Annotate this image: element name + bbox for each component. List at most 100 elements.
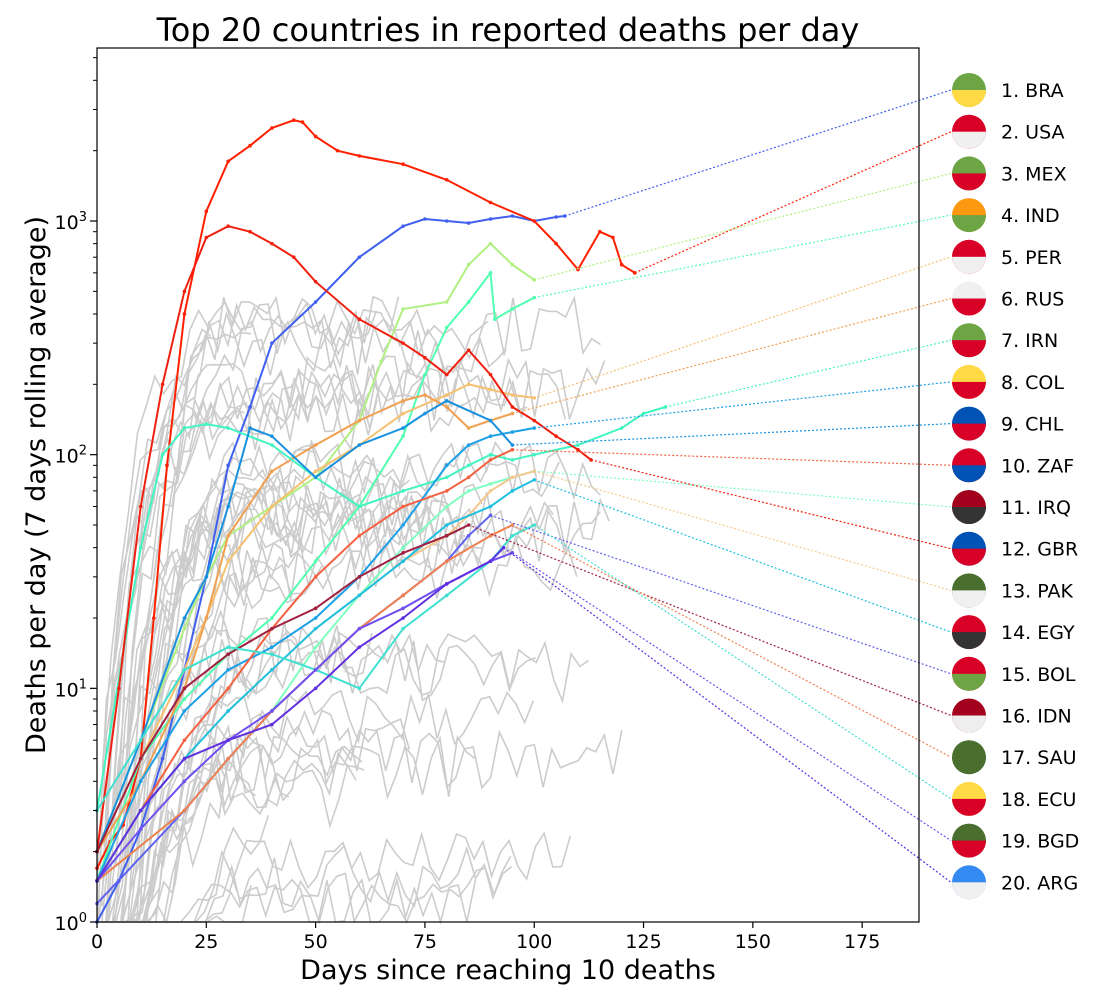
leader-line <box>490 514 952 675</box>
data-point <box>510 262 515 267</box>
data-point <box>401 307 405 311</box>
flag-mexico-icon <box>952 156 986 191</box>
data-point <box>510 533 515 538</box>
data-point <box>138 504 143 509</box>
data-point <box>488 418 493 423</box>
data-point <box>248 405 252 409</box>
data-point <box>226 652 230 656</box>
data-point <box>401 606 405 611</box>
flag-saudi-arabia-icon <box>952 740 986 775</box>
legend-label: 20. ARG <box>1001 872 1078 894</box>
flag-iran-icon <box>952 323 986 358</box>
data-point <box>160 382 165 387</box>
data-point <box>466 489 471 493</box>
data-point <box>204 422 209 427</box>
data-point <box>619 262 624 267</box>
data-point <box>226 756 230 761</box>
background-country-line <box>117 295 400 801</box>
data-point <box>291 255 296 259</box>
series-line <box>96 214 565 923</box>
data-point <box>313 645 318 649</box>
data-point <box>182 808 187 813</box>
data-point <box>226 504 230 509</box>
data-point <box>160 452 165 457</box>
background-country-line <box>112 534 578 923</box>
data-point <box>401 162 405 167</box>
flag-bolivia-icon <box>952 656 986 691</box>
leader-line <box>512 552 952 842</box>
data-point <box>182 668 187 672</box>
data-point <box>357 317 362 321</box>
flag-south-africa-icon <box>952 448 986 483</box>
legend-label: 19. BGD <box>1001 831 1079 853</box>
leader-line <box>534 214 952 299</box>
data-point <box>270 722 274 727</box>
data-point <box>182 709 187 713</box>
background-country-line <box>122 476 430 923</box>
y-tick-label: 101 <box>55 677 87 701</box>
data-point <box>357 443 362 447</box>
legend: 1. BRA 2. USA 3. MEX 4. IND 5. PER 6. RUS 7. I… <box>952 73 1079 900</box>
legend-label: 3. MEX <box>1001 163 1067 185</box>
data-point <box>532 219 537 223</box>
data-point <box>313 443 318 447</box>
legend-label: 18. ECU <box>1001 789 1076 811</box>
y-axis: 100 101 102 103 <box>55 57 97 935</box>
data-point <box>401 489 405 493</box>
data-point <box>270 469 274 473</box>
series-line <box>96 225 592 852</box>
data-point <box>182 312 187 316</box>
data-point <box>510 458 515 462</box>
data-point <box>182 756 187 761</box>
data-point <box>554 434 558 438</box>
background-country-line <box>105 355 606 849</box>
leader-line <box>503 547 952 883</box>
data-point <box>401 545 405 550</box>
data-point <box>313 626 318 631</box>
data-point <box>488 271 493 275</box>
data-point <box>226 533 230 538</box>
data-point <box>401 551 405 555</box>
data-point <box>510 393 515 397</box>
data-point <box>444 178 449 182</box>
data-point <box>300 120 305 124</box>
data-point <box>204 209 209 214</box>
flag-russia-icon <box>952 281 986 316</box>
x-tick-label: 150 <box>735 931 771 953</box>
data-point <box>182 686 187 691</box>
data-point <box>226 709 230 713</box>
data-point <box>532 278 537 282</box>
data-point <box>444 393 449 397</box>
legend-label: 1. BRA <box>1001 80 1064 102</box>
legend-label: 15. BOL <box>1001 664 1076 686</box>
leader-line <box>590 459 952 550</box>
x-tick-label: 75 <box>413 931 437 953</box>
series-line <box>96 524 470 853</box>
x-tick-label: 175 <box>844 931 880 953</box>
data-point <box>204 235 209 240</box>
legend-label: 11. IRQ <box>1001 497 1071 519</box>
data-point <box>138 827 143 831</box>
data-point <box>357 504 362 509</box>
background-country-line <box>97 499 554 923</box>
data-point <box>313 616 318 620</box>
x-tick-label: 100 <box>516 931 552 953</box>
leader-line <box>512 297 952 415</box>
flag-argentina-icon <box>952 865 986 900</box>
data-point <box>444 533 449 538</box>
leader-line <box>512 423 952 446</box>
data-point <box>270 241 274 246</box>
y-tick-label: 103 <box>55 210 87 234</box>
data-point <box>423 411 427 416</box>
data-point <box>466 463 471 468</box>
data-point <box>270 434 274 438</box>
data-point <box>488 504 493 509</box>
data-point <box>488 489 493 493</box>
flag-ecuador-icon <box>952 781 986 816</box>
data-point <box>466 262 471 267</box>
data-point <box>182 697 187 701</box>
data-point <box>313 134 318 139</box>
data-point <box>598 229 602 234</box>
data-point <box>488 200 493 205</box>
data-point <box>357 593 362 598</box>
